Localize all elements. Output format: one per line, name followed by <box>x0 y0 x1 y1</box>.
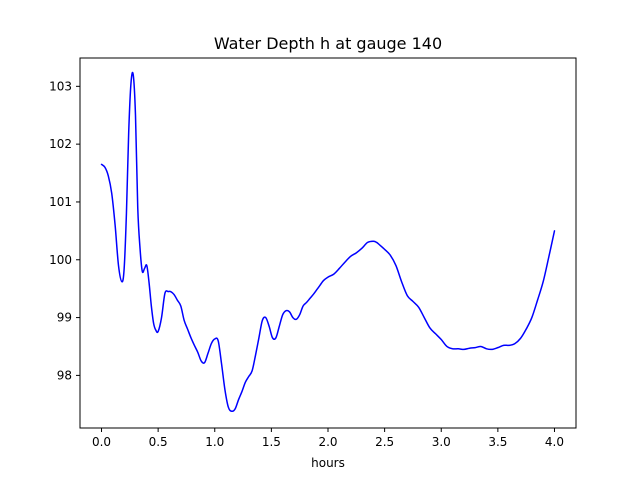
x-tick-label: 1.0 <box>205 435 224 449</box>
y-tick-label: 99 <box>57 311 72 325</box>
plot-area <box>100 71 556 413</box>
x-tick-label: 4.0 <box>545 435 564 449</box>
y-axis: 98 99 100 101 102 103 <box>49 79 80 382</box>
x-tick-label: 2.0 <box>318 435 337 449</box>
y-tick-label: 103 <box>49 79 72 93</box>
x-tick-label: 2.5 <box>375 435 394 449</box>
y-tick-label: 100 <box>49 253 72 267</box>
x-axis: 0.0 0.5 1.0 1.5 2.0 2.5 3.0 3.5 4.0 <box>92 428 564 449</box>
x-tick-label: 0.0 <box>92 435 111 449</box>
x-axis-label: hours <box>311 456 345 470</box>
y-tick-label: 98 <box>57 368 72 382</box>
y-tick-label: 101 <box>49 195 72 209</box>
x-tick-label: 3.0 <box>432 435 451 449</box>
y-tick-label: 102 <box>49 137 72 151</box>
chart-title: Water Depth h at gauge 140 <box>214 34 442 53</box>
x-tick-label: 0.5 <box>149 435 168 449</box>
x-tick-label: 3.5 <box>488 435 507 449</box>
x-tick-label: 1.5 <box>262 435 281 449</box>
series-line-0 <box>100 71 556 413</box>
